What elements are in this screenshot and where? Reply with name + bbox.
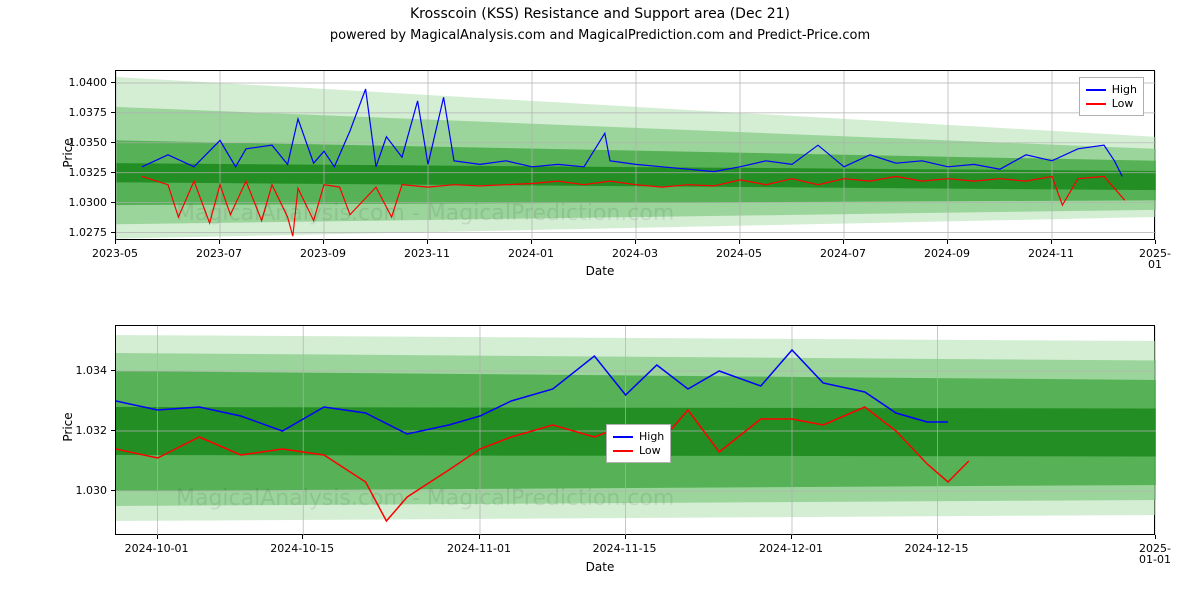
xtick-mark xyxy=(531,240,532,244)
xtick-label: 2023-11 xyxy=(404,248,450,259)
xtick-label: 2024-11-15 xyxy=(593,543,657,554)
legend-high-line xyxy=(613,436,633,438)
xtick-label: 2024-12-01 xyxy=(759,543,823,554)
xtick-mark xyxy=(115,240,116,244)
figure: Krosscoin (KSS) Resistance and Support a… xyxy=(0,0,1200,600)
xtick-mark xyxy=(791,535,792,539)
legend-low-line xyxy=(613,450,633,452)
xtick-mark xyxy=(625,535,626,539)
legend-high-label: High xyxy=(639,430,664,443)
ytick-label: 1.0350 xyxy=(57,137,107,148)
ytick-mark xyxy=(111,112,115,113)
bottom-legend: High Low xyxy=(606,424,671,463)
xtick-label: 2024-05 xyxy=(716,248,762,259)
ytick-mark xyxy=(111,82,115,83)
ytick-mark xyxy=(111,490,115,491)
xtick-label: 2024-10-15 xyxy=(270,543,334,554)
xtick-mark xyxy=(947,240,948,244)
xtick-label: 2024-07 xyxy=(820,248,866,259)
xtick-label: 2024-11-01 xyxy=(447,543,511,554)
legend-row: High xyxy=(1086,83,1137,96)
chart-title: Krosscoin (KSS) Resistance and Support a… xyxy=(0,6,1200,22)
legend-high-line xyxy=(1086,89,1106,91)
legend-low-label: Low xyxy=(639,444,661,457)
xtick-label: 2024-10-01 xyxy=(125,543,189,554)
ytick-mark xyxy=(111,430,115,431)
xtick-mark xyxy=(635,240,636,244)
xtick-label: 2024-09 xyxy=(924,248,970,259)
ytick-mark xyxy=(111,172,115,173)
ytick-label: 1.0400 xyxy=(57,77,107,88)
xtick-mark xyxy=(843,240,844,244)
xtick-mark xyxy=(937,535,938,539)
legend-low-line xyxy=(1086,103,1106,105)
ytick-mark xyxy=(111,370,115,371)
xtick-mark xyxy=(1051,240,1052,244)
xtick-label: 2023-05 xyxy=(92,248,138,259)
legend-row: High xyxy=(613,430,664,443)
xtick-label: 2025-01-01 xyxy=(1133,543,1178,565)
ytick-label: 1.034 xyxy=(57,365,107,376)
xtick-mark xyxy=(739,240,740,244)
xtick-mark xyxy=(1155,535,1156,539)
xtick-label: 2023-07 xyxy=(196,248,242,259)
legend-row: Low xyxy=(1086,97,1137,110)
xtick-mark xyxy=(323,240,324,244)
ytick-label: 1.0300 xyxy=(57,197,107,208)
chart-subtitle: powered by MagicalAnalysis.com and Magic… xyxy=(0,28,1200,43)
legend-row: Low xyxy=(613,444,664,457)
top-chart-svg xyxy=(116,71,1156,241)
ytick-mark xyxy=(111,142,115,143)
bottom-xlabel: Date xyxy=(0,560,1200,574)
ytick-label: 1.030 xyxy=(57,485,107,496)
xtick-label: 2024-11 xyxy=(1028,248,1074,259)
xtick-label: 2023-09 xyxy=(300,248,346,259)
ytick-mark xyxy=(111,232,115,233)
xtick-label: 2025-01 xyxy=(1133,248,1178,270)
ytick-label: 1.0275 xyxy=(57,227,107,238)
xtick-mark xyxy=(479,535,480,539)
top-legend: High Low xyxy=(1079,77,1144,116)
ytick-label: 1.0325 xyxy=(57,167,107,178)
ytick-label: 1.0375 xyxy=(57,107,107,118)
xtick-label: 2024-12-15 xyxy=(905,543,969,554)
xtick-label: 2024-03 xyxy=(612,248,658,259)
xtick-mark xyxy=(157,535,158,539)
xtick-mark xyxy=(1155,240,1156,244)
xtick-mark xyxy=(427,240,428,244)
ytick-label: 1.032 xyxy=(57,425,107,436)
xtick-label: 2024-01 xyxy=(508,248,554,259)
legend-low-label: Low xyxy=(1112,97,1134,110)
legend-high-label: High xyxy=(1112,83,1137,96)
bottom-chart-panel: High Low MagicalAnalysis.com - MagicalPr… xyxy=(115,325,1155,535)
top-xlabel: Date xyxy=(0,264,1200,278)
xtick-mark xyxy=(219,240,220,244)
ytick-mark xyxy=(111,202,115,203)
top-chart-panel: High Low MagicalAnalysis.com - MagicalPr… xyxy=(115,70,1155,240)
xtick-mark xyxy=(302,535,303,539)
